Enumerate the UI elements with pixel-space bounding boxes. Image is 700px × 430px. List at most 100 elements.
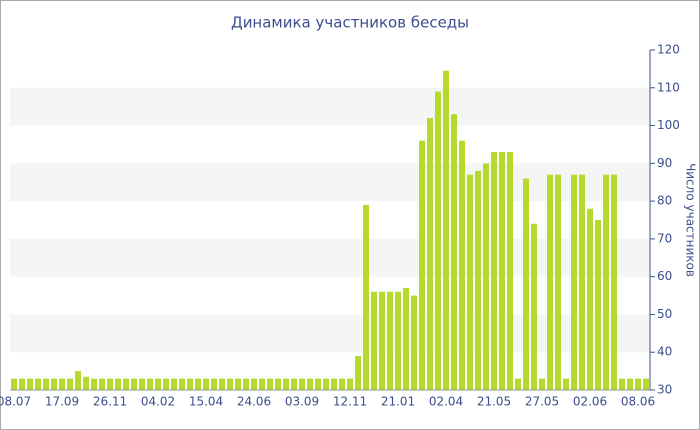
bar <box>339 378 345 390</box>
bar <box>611 174 617 390</box>
bar <box>227 378 233 390</box>
bar <box>579 174 585 390</box>
bar <box>419 140 425 390</box>
y-tick-label: 120 <box>657 43 680 57</box>
x-tick-label: 26.11 <box>93 395 127 409</box>
bar <box>163 378 169 390</box>
x-tick-label: 08.06 <box>621 395 655 409</box>
bar <box>299 378 305 390</box>
bar <box>483 163 489 390</box>
bar <box>635 378 641 390</box>
bar <box>307 378 313 390</box>
bar <box>459 140 465 390</box>
bar <box>283 378 289 390</box>
bar <box>187 378 193 390</box>
bar <box>475 170 481 390</box>
bar <box>171 378 177 390</box>
bar <box>235 378 241 390</box>
bar <box>363 204 369 390</box>
bar <box>107 378 113 390</box>
bar <box>219 378 225 390</box>
bar <box>83 376 89 390</box>
bar <box>27 378 33 390</box>
x-tick-label: 15.04 <box>189 395 223 409</box>
bar <box>99 378 105 390</box>
bar <box>387 291 393 390</box>
bar <box>131 378 137 390</box>
bar <box>603 174 609 390</box>
bar <box>539 378 545 390</box>
bar <box>627 378 633 390</box>
bar <box>643 378 649 390</box>
bar <box>203 378 209 390</box>
bar <box>451 114 457 390</box>
bar <box>275 378 281 390</box>
bar <box>347 378 353 390</box>
y-tick-label: 50 <box>657 307 672 321</box>
y-tick-label: 110 <box>657 80 680 94</box>
bar <box>19 378 25 390</box>
bar <box>43 378 49 390</box>
bar <box>139 378 145 390</box>
bar <box>563 378 569 390</box>
x-tick-label: 03.09 <box>285 395 319 409</box>
x-tick-label: 08.07 <box>0 395 31 409</box>
bar <box>555 174 561 390</box>
bar <box>11 378 17 390</box>
x-tick-label: 04.02 <box>141 395 175 409</box>
bar <box>291 378 297 390</box>
bar <box>467 174 473 390</box>
bar <box>155 378 161 390</box>
bar <box>523 178 529 390</box>
bar <box>499 152 505 390</box>
x-tick-label: 21.05 <box>477 395 511 409</box>
bar <box>67 378 73 390</box>
bar <box>379 291 385 390</box>
bar <box>619 378 625 390</box>
bar <box>51 378 57 390</box>
bar <box>91 378 97 390</box>
bar <box>403 288 409 390</box>
bar <box>323 378 329 390</box>
y-tick-label: 90 <box>657 156 672 170</box>
bar <box>243 378 249 390</box>
x-tick-label: 02.06 <box>573 395 607 409</box>
x-tick-label: 21.01 <box>381 395 415 409</box>
bar <box>587 208 593 390</box>
bar <box>371 291 377 390</box>
bar <box>515 378 521 390</box>
bar <box>531 223 537 390</box>
y-tick-label: 60 <box>657 269 672 283</box>
bar <box>595 220 601 390</box>
bar <box>411 295 417 390</box>
y-axis-label: Число участников <box>684 163 698 277</box>
bar <box>443 70 449 391</box>
bar <box>251 378 257 390</box>
grid-band <box>10 238 650 277</box>
bar <box>35 378 41 390</box>
bar <box>59 378 65 390</box>
x-tick-label: 12.11 <box>333 395 367 409</box>
y-tick-label: 100 <box>657 118 680 132</box>
y-tick-label: 70 <box>657 231 672 245</box>
bar <box>259 378 265 390</box>
y-tick-label: 30 <box>657 383 672 397</box>
x-tick-label: 27.05 <box>525 395 559 409</box>
x-tick-label: 24.06 <box>237 395 271 409</box>
grid-band <box>10 163 650 202</box>
bar <box>395 291 401 390</box>
bar <box>267 378 273 390</box>
bar <box>571 174 577 390</box>
bar <box>195 378 201 390</box>
x-tick-label: 02.04 <box>429 395 463 409</box>
bar <box>491 152 497 390</box>
x-tick-label: 17.09 <box>45 395 79 409</box>
bar <box>75 371 81 390</box>
bar <box>435 91 441 391</box>
y-tick-label: 80 <box>657 194 672 208</box>
bar <box>179 378 185 390</box>
chart-title: Динамика участников беседы <box>231 14 469 32</box>
bar <box>547 174 553 390</box>
